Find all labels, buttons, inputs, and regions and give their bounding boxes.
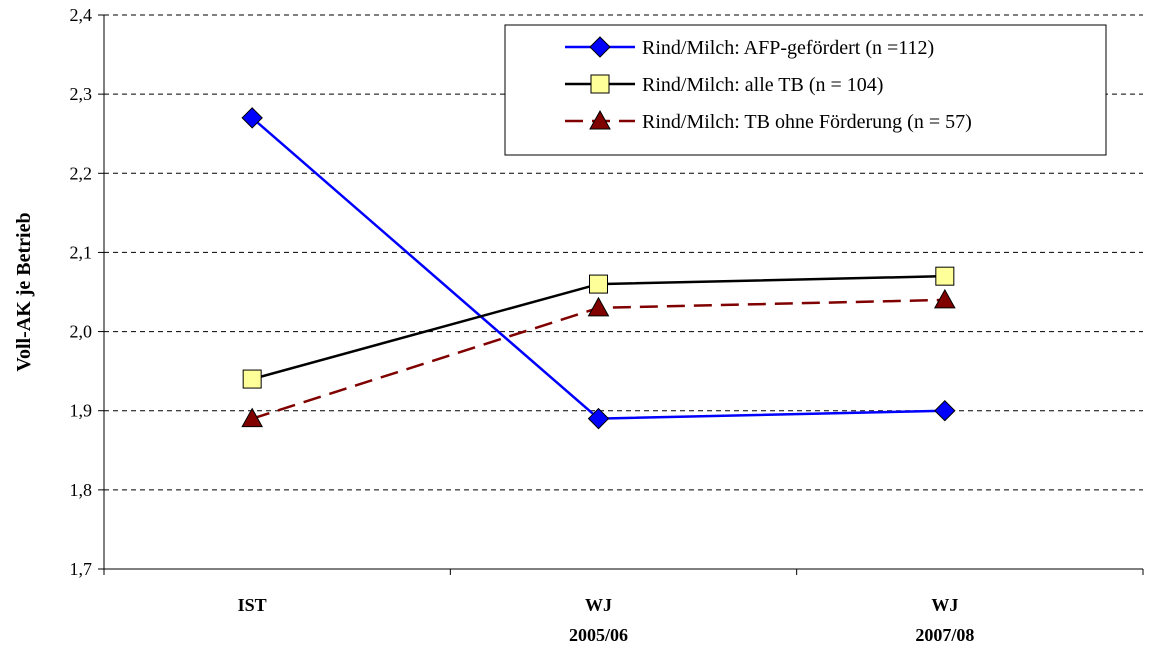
legend-entry-3: Rind/Milch: TB ohne Förderung (n = 57) (565, 109, 972, 133)
legend: Rind/Milch: AFP-gefördert (n =112) Rind/M… (504, 24, 1107, 156)
data-point-square (589, 274, 608, 294)
data-point-square (590, 74, 610, 94)
legend-label: Rind/Milch: TB ohne Förderung (n = 57) (642, 111, 972, 133)
y-tick-label: 2,1 (70, 242, 93, 262)
legend-entry-2: Rind/Milch: alle TB (n = 104) (565, 74, 883, 96)
y-tick-label: 1,9 (70, 401, 93, 421)
x-category-label: WJ (585, 595, 612, 615)
series-group (241, 107, 956, 430)
y-tick-label: 2,0 (70, 322, 93, 342)
axes (98, 14, 1144, 575)
x-category-label: IST (238, 595, 267, 615)
series-1 (241, 107, 956, 430)
data-point-triangle (933, 288, 956, 309)
data-point-triangle (589, 109, 611, 130)
x-category-labels: IST WJ 2005/06 WJ 2007/08 (238, 595, 975, 645)
data-point-diamond (587, 407, 610, 430)
data-point-diamond (589, 36, 611, 58)
y-tick-label: 2,4 (70, 5, 93, 25)
data-point-square (242, 369, 262, 389)
data-point-square (935, 266, 955, 286)
data-point-diamond (241, 107, 263, 129)
y-tick-label: 1,8 (70, 480, 93, 500)
series-line (251, 298, 945, 420)
data-point-diamond (934, 400, 956, 422)
legend-label: Rind/Milch: AFP-gefördert (n =112) (642, 37, 934, 59)
x-category-label: 2007/08 (915, 625, 974, 645)
series-3 (241, 288, 956, 428)
y-axis-title: Voll-AK je Betrieb (13, 212, 35, 371)
y-tick-label: 1,7 (70, 559, 93, 579)
x-category-label: 2005/06 (569, 625, 628, 645)
series-line (251, 116, 945, 420)
y-tick-label: 2,3 (70, 84, 93, 104)
data-point-triangle (241, 407, 264, 428)
series-2 (242, 266, 955, 389)
legend-entry-1: Rind/Milch: AFP-gefördert (n =112) (565, 36, 934, 59)
y-tick-labels: 1,7 1,8 1,9 2,0 2,1 2,2 2,3 2,4 (70, 5, 93, 579)
y-tick-label: 2,2 (70, 163, 93, 183)
x-category-label: WJ (931, 595, 958, 615)
data-point-triangle (587, 296, 610, 317)
legend-label: Rind/Milch: alle TB (n = 104) (642, 74, 883, 96)
